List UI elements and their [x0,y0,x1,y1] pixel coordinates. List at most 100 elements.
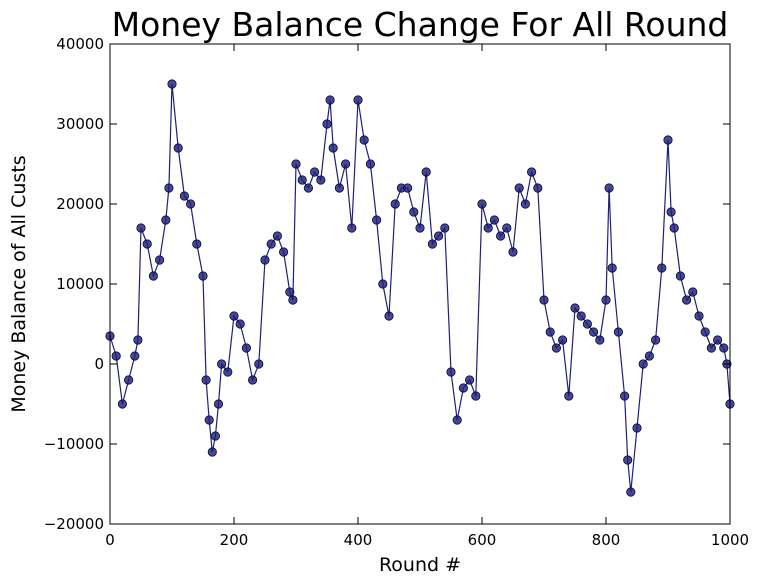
data-point [303,183,313,193]
data-point [694,311,704,321]
data-point [365,159,375,169]
data-point [288,295,298,305]
data-point [421,167,431,177]
data-point [632,423,642,433]
data-point [278,247,289,257]
data-point [595,335,605,345]
data-point [325,95,335,105]
data-point [619,391,630,401]
data-point [681,295,692,305]
data-point [198,271,208,281]
data-point [502,223,512,233]
data-point [402,183,413,193]
x-tick-label: 400 [344,531,373,549]
data-point [161,215,171,225]
data-point [650,335,661,345]
data-point [201,375,211,385]
x-tick-label: 600 [468,531,497,549]
data-point [260,255,270,265]
data-point [669,223,679,233]
data-point [446,367,456,377]
data-point [192,239,202,249]
data-point [675,271,686,281]
data-point [111,351,121,361]
x-tick-label: 800 [592,531,621,549]
y-tick-label: −20000 [44,515,104,533]
data-point [316,175,326,185]
data-point [604,183,614,193]
data-point [700,327,710,337]
data-point [551,343,562,353]
data-point [207,447,217,457]
data-point [644,351,655,361]
x-axis-label: Round # [379,554,461,576]
data-point [719,343,729,353]
y-tick-label: 0 [94,355,104,373]
data-point [322,119,332,129]
data-point [223,367,233,377]
data-point [328,143,338,153]
data-point [712,335,723,345]
x-tick-label: 0 [105,531,115,549]
data-point [291,159,301,169]
data-point [623,455,633,465]
data-point [272,231,282,241]
data-point [483,223,493,233]
data-point [409,207,419,217]
data-point [508,247,518,257]
data-point [415,223,425,233]
data-point [371,215,382,225]
data-point [117,399,128,409]
data-point [204,415,214,425]
data-point [136,223,146,233]
data-point [471,391,481,401]
data-point [217,359,227,369]
x-tick-label: 1000 [711,531,749,549]
y-tick-label: 20000 [56,195,104,213]
data-point [309,167,320,177]
data-point [477,199,487,209]
data-point [297,175,307,185]
data-point [433,231,444,241]
data-point [148,271,158,281]
data-point [384,311,394,321]
data-point [514,183,524,193]
data-point [533,183,543,193]
data-point [427,239,437,249]
data-point [576,311,586,321]
data-point [440,223,450,233]
y-tick-label: 10000 [56,275,104,293]
data-point [495,231,506,241]
axis-ticks: 0 200 400 600 800 1000 −20000 −10000 0 10000 20000… [44,35,749,549]
data-point [464,375,475,385]
y-tick-label: 30000 [56,115,104,133]
data-point [347,223,357,233]
data-point [545,327,555,337]
data-point [557,335,568,345]
data-point [359,135,369,145]
data-point [186,199,196,209]
data-point [124,375,134,385]
data-point [241,343,251,353]
data-point [248,375,258,385]
data-point [254,359,264,369]
data-point [285,287,295,297]
data-point [164,183,174,193]
data-point [539,295,549,305]
data-point [520,199,531,209]
series-line [109,83,731,493]
data-point [626,487,636,497]
data-point [173,143,183,153]
data-point [613,327,624,337]
data-point [657,263,667,273]
data-point [564,391,574,401]
data-point [607,263,617,273]
y-axis-label: Money Balance of All Custs [8,155,30,412]
data-point [210,431,220,441]
data-point [601,295,611,305]
data-point [229,311,239,321]
data-point [588,327,599,337]
data-point [167,79,177,89]
data-point [688,287,698,297]
